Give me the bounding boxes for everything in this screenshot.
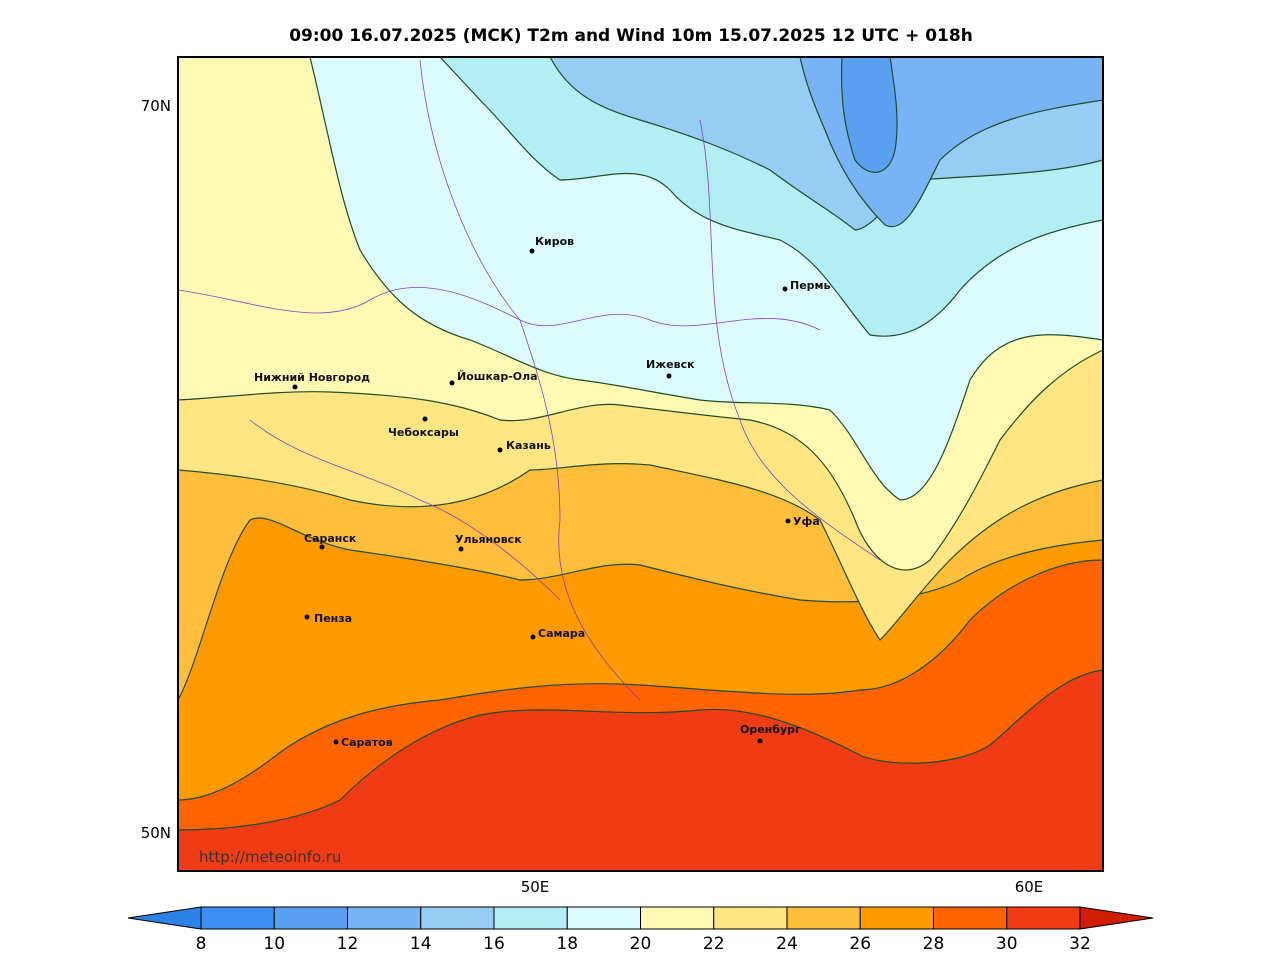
colorbar-segment [1006,906,1081,930]
colorbar-tick-label: 24 [776,934,798,954]
colorbar: 8 10 12 14 16 18 20 22 24 26 28 30 32 [127,906,1154,954]
city-label: Самара [538,627,585,640]
map-frame [177,56,1104,872]
colorbar-tick-label: 14 [410,934,432,954]
city-label: Ульяновск [455,533,522,546]
temp-band [840,57,898,173]
colorbar-segment [420,906,495,930]
colorbar-segment [347,906,422,930]
city-label: Саранск [304,532,357,545]
city-label: Пенза [314,612,352,625]
city-dot [449,380,455,386]
city-dot [785,518,791,524]
city-dot [529,248,535,254]
city-label: Оренбург [740,723,801,736]
colorbar-tick-label: 22 [703,934,725,954]
city-dot [319,544,325,550]
colorbar-segment [640,906,715,930]
colorbar-extend [1079,906,1154,930]
city-label: Чебоксары [388,426,459,439]
city-label: Казань [506,439,551,452]
colorbar-segment [273,906,348,930]
city-dot [497,447,503,453]
city-label: Уфа [793,515,820,528]
colorbar-tick-label: 26 [849,934,871,954]
city-dot [530,634,536,640]
colorbar-segment [200,906,275,930]
colorbar-tick-label: 20 [630,934,652,954]
city-dot [333,739,339,745]
cities: Киров Пермь Ижевск Йошкар-Ола Нижний Новгоро… [254,235,831,749]
border [178,59,881,701]
city-label: Ижевск [646,358,695,371]
watermark: http://meteoinfo.ru [199,848,341,866]
map: http://meteoinfo.ru 70N 50N 50E 60E [141,56,1104,896]
colorbar-tick-label: 10 [263,934,285,954]
city-label: Йошкар-Ола [457,370,538,383]
lat-label: 70N [141,97,171,115]
city-dot [666,373,672,379]
city-label: Киров [535,235,574,248]
colorbar-tick-label: 30 [996,934,1018,954]
colorbar-tick-label: 28 [923,934,945,954]
colorbar-tick-label: 12 [337,934,359,954]
city-label: Пермь [790,279,831,292]
city-dot [422,416,428,422]
colorbar-tick-label: 16 [483,934,505,954]
colorbar-segment [493,906,568,930]
colorbar-segment [933,906,1008,930]
city-dot [782,286,788,292]
colorbar-segment [566,906,641,930]
colorbar-segment [786,906,861,930]
title: 09:00 16.07.2025 (МСК) T2m and Wind 10m … [289,26,973,46]
city-label: Нижний Новгород [254,371,370,384]
lat-label: 50N [141,824,171,842]
colorbar-tick-label: 32 [1069,934,1091,954]
city-dot [458,546,464,552]
city-dot [757,738,763,744]
city-dot [292,384,298,390]
city-dot [304,614,310,620]
colorbar-segment [713,906,788,930]
colorbar-tick-label: 8 [196,934,207,954]
colorbar-segment [859,906,934,930]
lon-label: 60E [1015,878,1044,896]
lon-label: 50E [521,878,550,896]
colorbar-tick-label: 18 [556,934,578,954]
colorbar-extend [127,906,202,930]
city-label: Саратов [341,736,393,749]
